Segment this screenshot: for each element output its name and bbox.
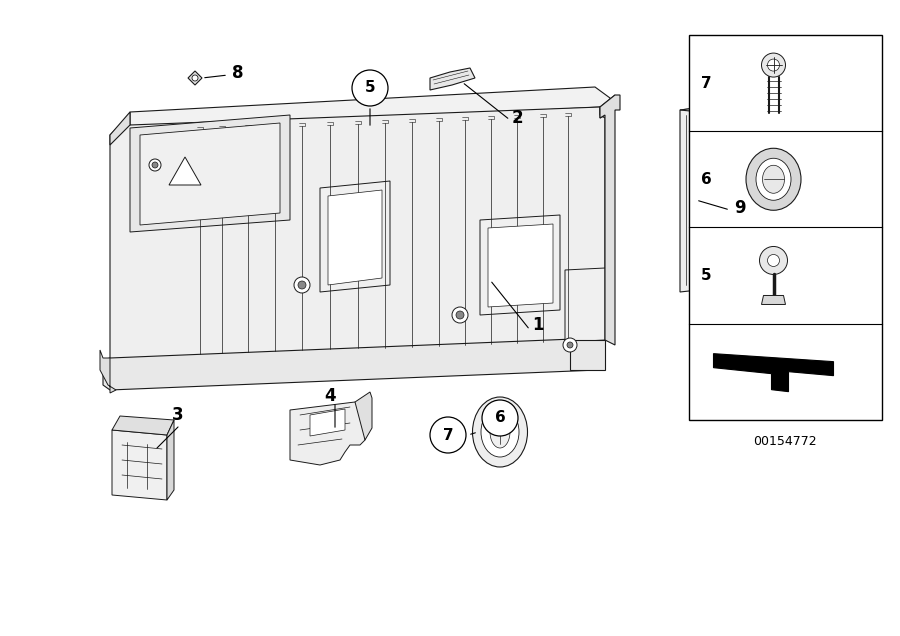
Polygon shape [320, 181, 390, 292]
Text: 1: 1 [532, 316, 544, 334]
Circle shape [768, 254, 779, 266]
Polygon shape [680, 108, 700, 292]
Text: 3: 3 [172, 406, 184, 424]
Ellipse shape [746, 148, 801, 211]
Polygon shape [112, 416, 174, 435]
Polygon shape [310, 409, 345, 436]
Circle shape [563, 338, 577, 352]
Polygon shape [600, 95, 615, 118]
Bar [688, 35, 882, 420]
Polygon shape [355, 392, 372, 440]
Polygon shape [110, 112, 130, 145]
Polygon shape [600, 95, 620, 345]
Text: 2: 2 [512, 109, 524, 127]
Polygon shape [488, 224, 553, 307]
Polygon shape [130, 115, 290, 232]
Ellipse shape [472, 397, 527, 467]
Polygon shape [714, 354, 833, 392]
Circle shape [482, 400, 518, 436]
Polygon shape [680, 92, 714, 112]
Text: 5: 5 [701, 268, 712, 283]
Circle shape [456, 311, 464, 319]
Text: 4: 4 [324, 387, 336, 405]
Text: 6: 6 [701, 172, 712, 187]
Polygon shape [100, 350, 116, 393]
Text: 9: 9 [734, 199, 745, 217]
Text: 6: 6 [495, 410, 506, 425]
Circle shape [192, 75, 198, 81]
Ellipse shape [490, 416, 510, 448]
Circle shape [298, 281, 306, 289]
Ellipse shape [481, 407, 519, 457]
Polygon shape [480, 215, 560, 315]
Polygon shape [188, 71, 202, 85]
Circle shape [152, 162, 158, 168]
Polygon shape [761, 296, 786, 305]
Polygon shape [430, 68, 475, 90]
Circle shape [768, 59, 779, 71]
Polygon shape [169, 157, 201, 185]
Circle shape [294, 277, 310, 293]
Polygon shape [103, 338, 605, 390]
Polygon shape [112, 430, 167, 500]
Polygon shape [570, 340, 605, 370]
Polygon shape [130, 87, 610, 130]
Ellipse shape [762, 165, 785, 193]
Ellipse shape [756, 158, 791, 200]
Circle shape [352, 70, 388, 106]
Circle shape [452, 307, 468, 323]
Polygon shape [328, 190, 382, 285]
Polygon shape [565, 268, 605, 342]
Polygon shape [110, 107, 605, 362]
Text: 00154772: 00154772 [753, 435, 817, 448]
Circle shape [430, 417, 466, 453]
Polygon shape [167, 420, 174, 500]
Circle shape [149, 159, 161, 171]
Text: 7: 7 [443, 427, 454, 443]
Circle shape [567, 342, 573, 348]
Text: 5: 5 [364, 81, 375, 95]
Polygon shape [290, 402, 365, 465]
Text: 7: 7 [701, 76, 712, 90]
Polygon shape [140, 123, 280, 225]
Circle shape [760, 247, 788, 275]
Circle shape [761, 53, 786, 77]
Text: 8: 8 [232, 64, 244, 82]
